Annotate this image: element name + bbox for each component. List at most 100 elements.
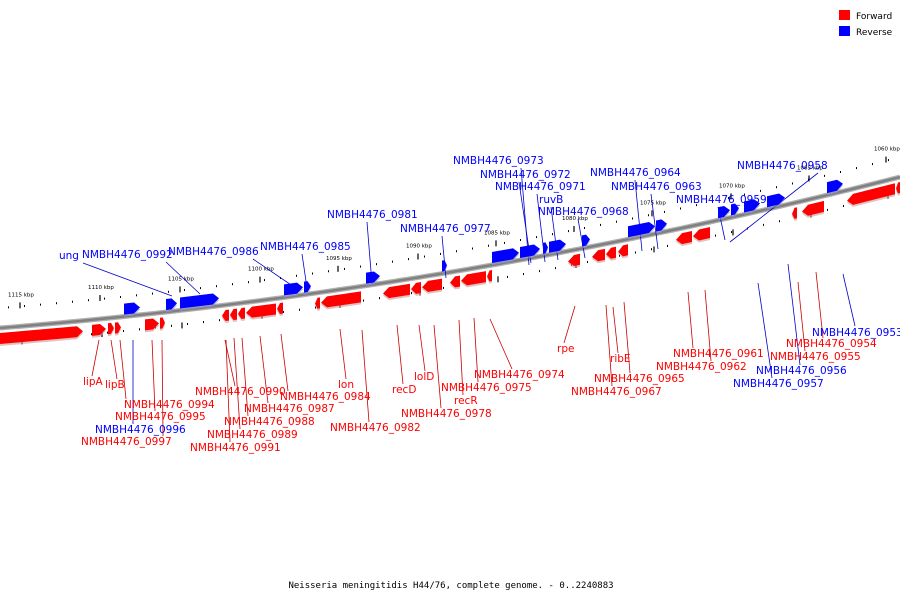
minor-tick xyxy=(456,250,457,253)
leader-line xyxy=(650,193,659,250)
reverse-gene-arrow xyxy=(543,242,548,256)
forward-gene-label: recR xyxy=(454,395,478,407)
forward-gene-arrow xyxy=(568,253,580,268)
forward-gene-arrow xyxy=(246,303,276,320)
minor-tick xyxy=(856,167,857,170)
minor-tick xyxy=(24,305,25,308)
minor-tick xyxy=(587,261,588,264)
tick-label: 1065 kbp xyxy=(797,165,823,171)
reverse-gene-arrow xyxy=(731,203,739,218)
forward-gene-arrow xyxy=(0,326,83,346)
minor-tick xyxy=(792,182,793,185)
minor-tick xyxy=(667,244,668,247)
minor-tick xyxy=(408,258,409,261)
minor-tick xyxy=(107,331,108,334)
minor-tick xyxy=(363,299,364,302)
minor-tick xyxy=(539,270,540,273)
forward-gene-label: rpe xyxy=(557,343,574,355)
forward-gene-label: NMBH4476_0961 xyxy=(673,348,764,360)
forward-gene-label: NMBH4476_0994 xyxy=(124,399,215,411)
forward-gene-label: recD xyxy=(392,384,416,396)
leader-line xyxy=(473,317,479,383)
minor-tick xyxy=(552,233,553,236)
minor-tick xyxy=(315,306,316,309)
leader-line xyxy=(91,339,100,377)
reverse-gene-arrow xyxy=(284,282,303,298)
leader-line xyxy=(704,289,712,362)
minor-tick xyxy=(888,159,889,162)
tick-label: 1060 kbp xyxy=(874,147,900,153)
leader-line xyxy=(605,304,613,387)
leader-line xyxy=(458,319,464,396)
minor-tick xyxy=(299,308,300,311)
minor-tick xyxy=(827,208,828,211)
minor-tick xyxy=(680,207,681,210)
leader-line xyxy=(110,339,118,380)
forward-gene-label: NMBH4476_0962 xyxy=(656,361,747,373)
minor-tick xyxy=(872,163,873,166)
reverse-gene-label: NMBH4476_0958 xyxy=(737,160,828,172)
forward-gene-label: NMBH4476_0995 xyxy=(115,411,206,423)
reverse-gene-arrow xyxy=(124,302,140,317)
forward-gene-arrow xyxy=(222,309,229,324)
reverse-gene-label: NMBH4476_0957 xyxy=(733,378,824,390)
leader-line xyxy=(489,318,513,370)
tick-label: 1075 kbp xyxy=(640,200,666,206)
minor-tick xyxy=(443,286,444,289)
reverse-gene-arrow xyxy=(827,179,843,196)
minor-tick xyxy=(216,285,217,288)
leader-line xyxy=(623,301,631,374)
minor-tick xyxy=(248,281,249,284)
minor-tick xyxy=(824,174,825,177)
leader-line xyxy=(241,337,249,417)
minor-tick xyxy=(264,279,265,282)
leader-line xyxy=(280,333,289,392)
minor-tick xyxy=(635,251,636,254)
legend-forward-swatch xyxy=(839,10,850,20)
forward-gene-label: NMBH4476_0991 xyxy=(190,442,281,454)
minor-tick xyxy=(648,214,649,217)
forward-gene-arrow xyxy=(693,227,710,243)
reverse-gene-label: NMBH4476_0959 xyxy=(676,194,767,206)
minor-tick xyxy=(8,306,9,309)
forward-gene-arrow xyxy=(896,182,900,196)
minor-tick xyxy=(600,223,601,226)
minor-tick xyxy=(568,230,569,233)
minor-tick xyxy=(312,272,313,275)
reverse-gene-arrow xyxy=(718,205,730,221)
forward-gene-label: NMBH4476_0984 xyxy=(280,391,371,403)
tick-label: 1105 kbp xyxy=(168,276,194,282)
minor-tick xyxy=(504,241,505,244)
minor-tick xyxy=(664,210,665,213)
legend: Forward Reverse xyxy=(839,10,893,38)
forward-gene-label: NMBH4476_0978 xyxy=(401,408,492,420)
forward-gene-arrow xyxy=(618,244,628,259)
forward-gene-arrow xyxy=(160,317,165,331)
leader-line xyxy=(787,263,801,366)
minor-tick xyxy=(392,260,393,263)
minor-tick xyxy=(411,292,412,295)
reverse-gene-arrow xyxy=(767,193,785,210)
forward-gene-label: NMBH4476_0967 xyxy=(571,386,662,398)
forward-gene-arrow xyxy=(606,246,616,261)
minor-tick xyxy=(776,186,777,189)
reverse-gene-arrow xyxy=(656,219,667,234)
reverse-gene-label: ruvB xyxy=(539,194,563,206)
forward-gene-arrow xyxy=(802,200,824,218)
reverse-gene-label: NMBH4476_0985 xyxy=(260,241,351,253)
minor-tick xyxy=(376,263,377,266)
forward-gene-arrow xyxy=(145,318,159,333)
forward-gene-arrow xyxy=(115,322,121,336)
minor-tick xyxy=(523,273,524,276)
minor-tick xyxy=(219,319,220,322)
minor-tick xyxy=(123,329,124,332)
minor-tick xyxy=(171,324,172,327)
minor-tick xyxy=(120,295,121,298)
reverse-gene-label: NMBH4476_0973 xyxy=(453,155,544,167)
reverse-gene-arrow xyxy=(628,222,655,240)
minor-tick xyxy=(488,244,489,247)
minor-tick xyxy=(200,287,201,290)
legend-forward-label: Forward xyxy=(856,12,892,22)
minor-tick xyxy=(731,231,732,234)
